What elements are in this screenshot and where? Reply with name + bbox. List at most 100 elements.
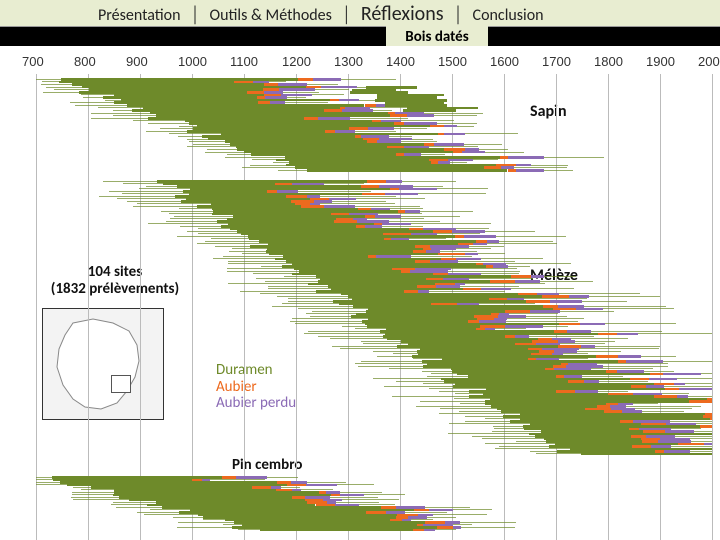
axis-tick-label: 1700 [542, 54, 571, 69]
bar-segment [462, 151, 485, 154]
bar-segment [444, 125, 457, 128]
axis-tick-label: 700 [22, 54, 44, 69]
bar-segment [665, 388, 679, 391]
bar-segment [649, 378, 677, 381]
bar-segment [399, 188, 437, 191]
map-outline-icon [43, 309, 163, 419]
bar-segment [453, 151, 461, 154]
bar-segment [238, 529, 259, 530]
bar-segment [560, 311, 614, 312]
legend: Duramen Aubier Aubier perdu [216, 362, 296, 412]
bar-segment [605, 323, 675, 324]
label-pin-cembro: Pin cembro [232, 456, 302, 474]
bar-segment [581, 453, 712, 456]
sample-bar [238, 529, 456, 532]
bar-segment [390, 188, 399, 191]
bar-segment [367, 180, 386, 183]
bar-segment [679, 388, 712, 391]
bar-segment [543, 326, 568, 327]
sample-bar [278, 169, 573, 172]
bar-segment [313, 78, 341, 81]
bar-segment [511, 288, 574, 289]
bar-segment [394, 128, 427, 129]
bar-segment [403, 109, 457, 112]
bar-segment [638, 333, 712, 334]
bar-segment [663, 373, 701, 376]
bar-segment [177, 527, 231, 528]
bar-segment [700, 425, 712, 428]
bar-segment [455, 235, 464, 238]
legend-aubier: Aubier [216, 379, 296, 396]
bar-segment [478, 253, 505, 254]
nav-sep: │ [189, 3, 202, 25]
bar-segment [434, 115, 478, 116]
bar-segment [617, 333, 638, 336]
nav-item-conclusion[interactable]: Conclusion [465, 4, 552, 25]
bar-segment [473, 159, 498, 160]
nav-sep: │ [452, 3, 465, 25]
sites-samples: (1832 prélèvements) [51, 280, 179, 298]
axis-tick-label: 1800 [594, 54, 623, 69]
sample-bar [403, 109, 457, 112]
bar-segment [641, 356, 676, 357]
bar-segment [485, 152, 524, 153]
bar-segment [485, 231, 535, 232]
bar-segment [596, 355, 618, 358]
bar-segment [544, 157, 604, 158]
gridline [140, 74, 141, 540]
bar-segment [531, 275, 544, 278]
axis-tick-label: 1300 [334, 54, 363, 69]
bar-segment [589, 296, 659, 297]
map-study-region [111, 375, 131, 393]
bar-segment [544, 276, 576, 277]
bar-segment [508, 156, 544, 159]
nav-item-presentation[interactable]: Présentation [90, 4, 189, 25]
bar-segment [437, 188, 488, 189]
legend-aubier-perdu: Aubier perdu [216, 395, 296, 412]
bar-segment [580, 323, 606, 326]
sample-bar [536, 453, 712, 456]
bar-segment [550, 300, 582, 303]
nav-item-outils[interactable]: Outils & Méthodes [202, 4, 340, 25]
gridline [36, 74, 37, 540]
bar-segment [339, 99, 359, 102]
bar-segment [260, 529, 413, 532]
map-france [42, 308, 164, 420]
label-sapin: Sapin [530, 102, 567, 121]
bar-segment [435, 529, 456, 530]
bar-segment [359, 100, 375, 101]
bar-segment [424, 529, 435, 532]
nav-sep: │ [340, 3, 353, 25]
bar-segment [453, 509, 492, 510]
bar-segment [341, 79, 396, 80]
bar-segment [650, 373, 662, 376]
bar-segment [278, 170, 307, 171]
bar-segment [444, 133, 465, 136]
axis-tick-label: 1600 [490, 54, 519, 69]
gridline [88, 74, 89, 540]
bar-segment [689, 400, 712, 403]
bar-segment [582, 301, 627, 302]
nav-item-reflexions[interactable]: Réflexions [353, 0, 452, 26]
bar-segment [43, 92, 79, 93]
bar-segment [598, 333, 617, 336]
bar-segment [677, 378, 712, 379]
axis-tick-label: 1200 [282, 54, 311, 69]
top-nav: Présentation │ Outils & Méthodes │ Réfle… [0, 0, 720, 27]
axis-tick-label: 800 [74, 54, 96, 69]
bar-segment [516, 169, 544, 172]
sites-count: 104 sites [88, 263, 142, 281]
bar-segment [173, 517, 202, 518]
bar-segment [464, 235, 496, 238]
bar-segment [386, 180, 402, 183]
bar-segment [83, 97, 102, 98]
chart-area: Sapin Mélèze Pin cembro 104 sites (1832 … [0, 46, 720, 540]
bar-segment [267, 477, 299, 478]
bar-segment [430, 125, 444, 128]
axis-tick-label: 1500 [438, 54, 467, 69]
axis-tick-label: 2000 [698, 54, 720, 69]
bar-segment [420, 211, 472, 212]
bar-segment [461, 527, 515, 528]
bar-segment [701, 373, 712, 374]
bar-segment [312, 94, 345, 95]
